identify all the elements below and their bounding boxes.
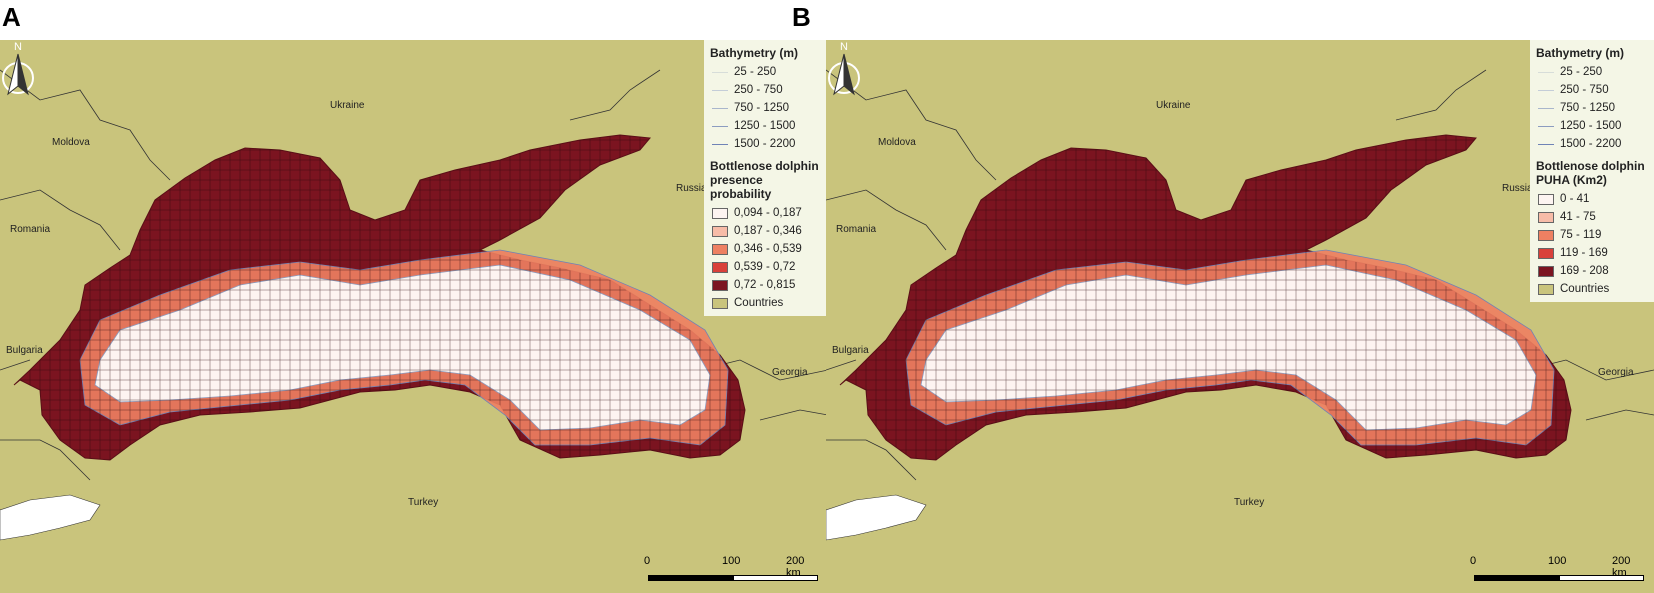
legend-bathy-row: 750 - 1250	[1536, 99, 1650, 117]
border-line	[0, 359, 31, 371]
map-panel-b: Ukraine Moldova Romania Bulgaria Russia …	[826, 40, 1654, 593]
legend-class-title: Bottlenose dolphin presence probability	[710, 159, 819, 201]
border-line	[826, 359, 857, 371]
legend-bathy-row: 1250 - 1500	[1536, 117, 1650, 135]
border-line	[826, 439, 917, 481]
legend-class-row: 0,346 - 0,539	[710, 240, 824, 258]
marmara-sea	[826, 494, 927, 541]
north-arrow-icon: N	[828, 41, 860, 96]
legend-countries-row: Countries	[1536, 280, 1650, 298]
legend-bathy-row: 25 - 250	[1536, 63, 1650, 81]
country-label-georgia: Georgia	[1598, 367, 1634, 378]
map-canvas	[0, 40, 828, 593]
border-line	[0, 439, 91, 481]
map-panel-a: Ukraine Moldova Romania Bulgaria Russia …	[0, 40, 828, 593]
country-label-turkey: Turkey	[1234, 497, 1265, 508]
scale-bar: 0 100 200 km	[644, 555, 818, 585]
legend-countries-row: Countries	[710, 294, 824, 312]
country-label-moldova: Moldova	[878, 137, 916, 148]
sea-low-zone	[95, 265, 710, 430]
border-line	[1585, 409, 1654, 421]
legend-class-row: 119 - 169	[1536, 244, 1650, 262]
country-label-bulgaria: Bulgaria	[832, 345, 869, 356]
legend-class-row: 41 - 75	[1536, 208, 1650, 226]
country-label-russia: Russia	[676, 183, 707, 194]
legend-class-row: 0,187 - 0,346	[710, 222, 824, 240]
legend-bathymetry-title: Bathymetry (m)	[1536, 46, 1625, 60]
country-label-turkey: Turkey	[408, 497, 439, 508]
legend-bathy-row: 250 - 750	[1536, 81, 1650, 99]
north-arrow-icon: N	[2, 41, 34, 96]
country-label-bulgaria: Bulgaria	[6, 345, 43, 356]
legend-bathy-row: 1500 - 2200	[1536, 135, 1650, 153]
legend-class-title: Bottlenose dolphin PUHA (Km2)	[1536, 159, 1645, 187]
country-label-ukraine: Ukraine	[1156, 100, 1191, 111]
legend-class-row: 0,094 - 0,187	[710, 204, 824, 222]
svg-text:N: N	[840, 41, 848, 53]
scale-bar: 0 100 200 km	[1470, 555, 1644, 585]
border-line	[569, 69, 661, 121]
legend-bathy-row: 1250 - 1500	[710, 117, 824, 135]
map-legend: Bathymetry (m) 25 - 250 250 - 750 750 - …	[704, 40, 828, 316]
legend-class-row: 0 - 41	[1536, 190, 1650, 208]
legend-class-row: 169 - 208	[1536, 262, 1650, 280]
border-line	[0, 189, 121, 251]
map-legend: Bathymetry (m) 25 - 250 250 - 750 750 - …	[1530, 40, 1654, 302]
panel-letter-b: B	[792, 2, 811, 32]
legend-bathy-row: 1500 - 2200	[710, 135, 824, 153]
country-label-moldova: Moldova	[52, 137, 90, 148]
legend-bathy-row: 750 - 1250	[710, 99, 824, 117]
border-line	[0, 69, 171, 181]
legend-class-row: 75 - 119	[1536, 226, 1650, 244]
border-line	[1395, 69, 1487, 121]
country-label-russia: Russia	[1502, 183, 1533, 194]
legend-class-row: 0,72 - 0,815	[710, 276, 824, 294]
legend-class-row: 0,539 - 0,72	[710, 258, 824, 276]
country-label-georgia: Georgia	[772, 367, 808, 378]
country-label-ukraine: Ukraine	[330, 100, 365, 111]
legend-bathymetry-title: Bathymetry (m)	[710, 46, 799, 60]
svg-text:N: N	[14, 41, 22, 53]
legend-bathy-row: 25 - 250	[710, 63, 824, 81]
country-label-romania: Romania	[836, 224, 877, 235]
country-borders	[0, 69, 828, 481]
legend-bathy-row: 250 - 750	[710, 81, 824, 99]
map-canvas	[826, 40, 1654, 593]
marmara-sea	[0, 494, 101, 541]
border-line	[826, 69, 997, 181]
border-line	[759, 409, 828, 421]
country-label-romania: Romania	[10, 224, 51, 235]
border-line	[826, 189, 947, 251]
panel-letter-a: A	[2, 2, 21, 32]
sea-low-zone	[921, 265, 1536, 430]
